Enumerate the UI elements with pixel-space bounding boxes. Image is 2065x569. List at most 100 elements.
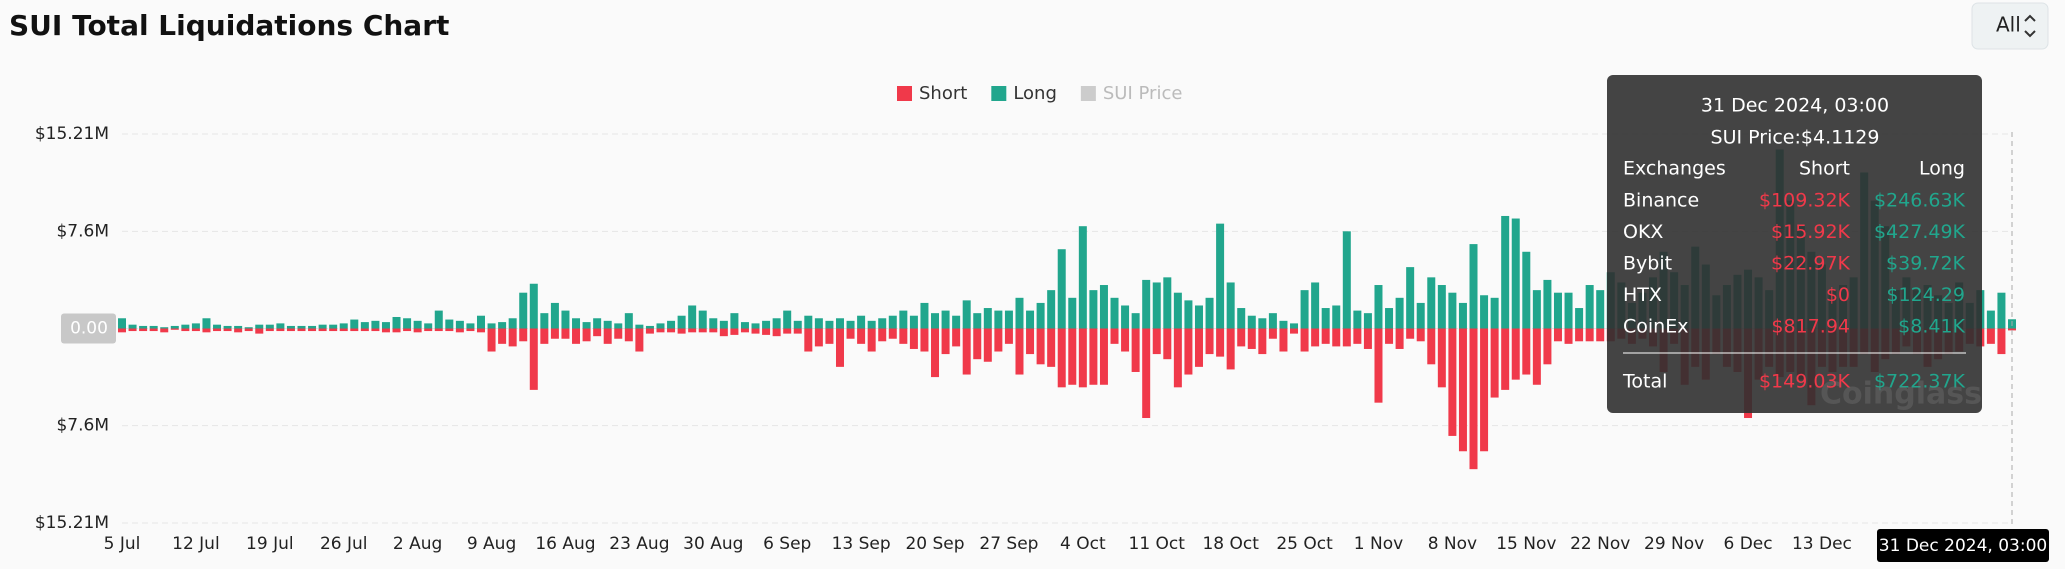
bar: [1279, 320, 1288, 329]
bar: [244, 328, 253, 332]
bar: [931, 328, 940, 378]
bar: [445, 319, 454, 329]
bar: [1268, 313, 1277, 329]
bar: [1131, 328, 1140, 372]
bar: [857, 328, 866, 344]
bar: [635, 328, 644, 352]
bar: [1205, 328, 1214, 355]
bar: [1353, 328, 1362, 344]
bar: [318, 324, 327, 329]
bar: [1543, 279, 1552, 329]
bar: [983, 308, 992, 329]
bar: [667, 328, 676, 333]
bar: [677, 328, 686, 334]
bar: [202, 318, 211, 329]
bar: [1596, 290, 1605, 329]
bar: [392, 328, 401, 333]
bar: [762, 320, 771, 329]
bar: [466, 328, 475, 332]
bar: [688, 305, 697, 329]
legend-label[interactable]: SUI Price: [1103, 83, 1183, 104]
bar: [424, 323, 433, 329]
bar: [1469, 244, 1478, 329]
bar: [582, 322, 591, 329]
bar: [1342, 231, 1351, 329]
bar: [857, 315, 866, 329]
bar: [1078, 328, 1087, 388]
bar: [1311, 328, 1320, 347]
bar: [1997, 292, 2006, 329]
bar: [476, 315, 485, 329]
tooltip-cell: HTX: [1623, 284, 1662, 306]
bar: [1142, 279, 1151, 329]
bar: [867, 320, 876, 329]
bar: [1099, 328, 1108, 385]
bar: [1121, 305, 1130, 329]
bar: [1543, 328, 1552, 365]
bar: [762, 328, 771, 335]
bar: [519, 328, 528, 342]
bar: [1342, 328, 1351, 347]
bar: [888, 328, 897, 339]
bar: [1089, 290, 1098, 329]
tooltip-cell: $0: [1826, 284, 1850, 306]
tooltip-cell: $109.32K: [1759, 190, 1851, 212]
bar: [170, 328, 179, 330]
bar: [783, 310, 792, 329]
tooltip-cell: $39.72K: [1886, 253, 1965, 275]
bar: [1406, 267, 1415, 329]
bar: [614, 328, 623, 339]
legend-label[interactable]: Long: [1013, 83, 1057, 104]
bar: [1448, 292, 1457, 329]
bar: [572, 328, 581, 344]
tooltip-cell: OKX: [1623, 221, 1663, 243]
bar: [139, 325, 148, 329]
y-tick-label: $7.6M: [56, 221, 109, 241]
x-tick-label: 4 Oct: [1060, 534, 1106, 554]
bar: [139, 328, 148, 332]
range-selector-label[interactable]: All: [1996, 13, 2021, 37]
bar: [1216, 223, 1225, 329]
bar: [1458, 302, 1467, 329]
legend-swatch: [1080, 86, 1096, 101]
bar: [466, 323, 475, 329]
bar: [698, 328, 707, 333]
bar: [920, 328, 929, 352]
tooltip-cell: CoinEx: [1623, 316, 1688, 338]
bar: [403, 318, 412, 329]
bar: [339, 328, 348, 332]
zero-label-box: [61, 313, 116, 344]
bar: [1575, 308, 1584, 329]
bar: [1194, 305, 1203, 329]
x-tick-label: 23 Aug: [609, 534, 669, 554]
legend: Short Long SUI Price: [897, 83, 1182, 104]
bar: [286, 328, 295, 332]
bar: [1110, 297, 1119, 329]
bar: [1363, 328, 1372, 349]
bar: [1311, 282, 1320, 329]
bar: [434, 310, 443, 329]
range-selector[interactable]: [1971, 2, 2049, 50]
bar: [740, 328, 749, 333]
legend-label[interactable]: Short: [919, 83, 967, 104]
range-selector-arrows: [2024, 14, 2036, 38]
bar: [1184, 328, 1193, 375]
bar: [519, 292, 528, 329]
bar: [1553, 292, 1562, 329]
bar: [1385, 328, 1394, 344]
tooltip-cell: $427.49K: [1874, 221, 1966, 243]
bar: [656, 323, 665, 329]
x-tick-label: 6 Sep: [763, 534, 811, 554]
bar: [1395, 297, 1404, 329]
bar: [994, 310, 1003, 329]
bar: [1142, 328, 1151, 419]
bar: [1152, 328, 1161, 355]
y-tick-label: 0.00: [70, 319, 108, 339]
bar: [1997, 328, 2006, 355]
bar: [1131, 313, 1140, 329]
bar: [1247, 315, 1256, 329]
bar: [1511, 218, 1520, 329]
bar: [804, 328, 813, 352]
